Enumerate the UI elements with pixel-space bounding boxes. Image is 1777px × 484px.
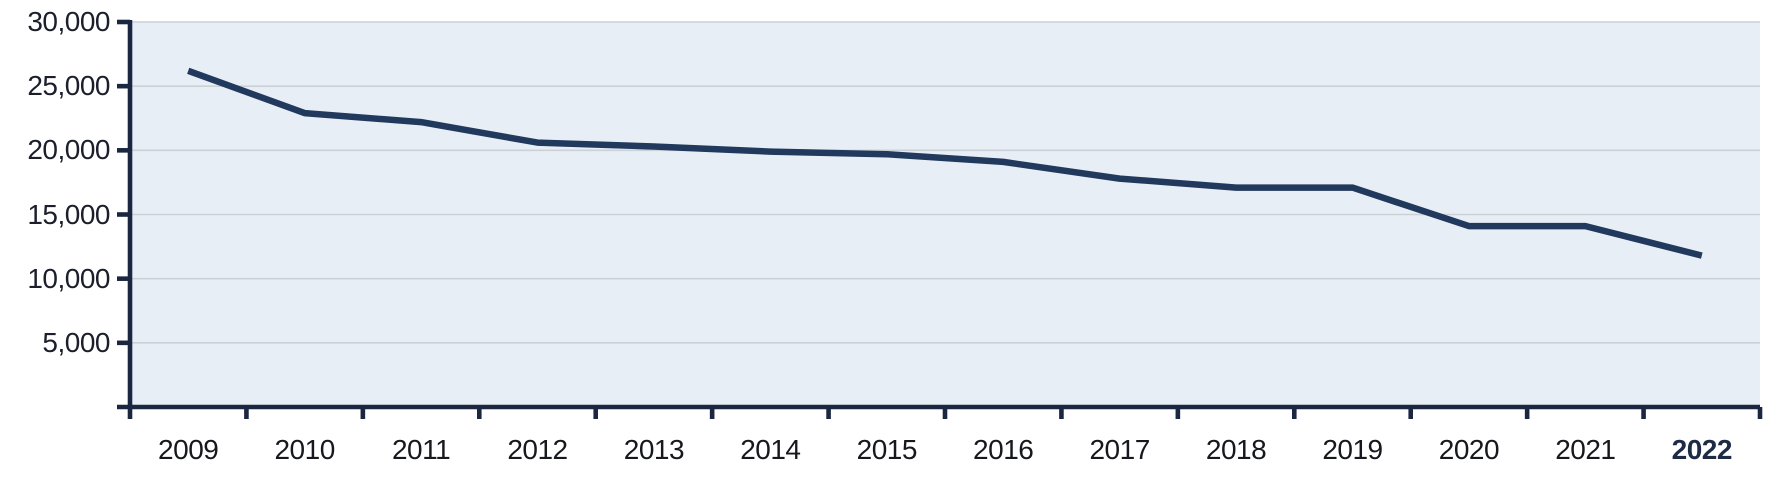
y-tick-label: 25,000 (27, 70, 110, 102)
x-tick-label: 2020 (1438, 434, 1500, 465)
y-tick-label: 15,000 (27, 198, 110, 230)
x-tick-label: 2015 (856, 434, 918, 465)
x-tick-label: 2014 (740, 434, 801, 465)
x-tick-label: 2013 (623, 434, 685, 465)
x-tick-label: 2021 (1555, 434, 1616, 465)
x-tick-label: 2018 (1205, 434, 1267, 465)
x-tick-label-highlighted: 2022 (1671, 434, 1733, 465)
x-tick-label: 2009 (158, 434, 219, 465)
y-tick-label: 30,000 (27, 6, 110, 37)
x-tick-label: 2017 (1089, 434, 1150, 465)
x-tick-label: 2016 (973, 434, 1034, 465)
y-tick-label: 10,000 (27, 262, 110, 294)
x-tick-label: 2010 (274, 434, 335, 465)
y-tick-label: 5,000 (42, 326, 110, 358)
x-tick-label: 2011 (391, 434, 451, 465)
x-tick-label: 2012 (507, 434, 568, 465)
x-tick-label: 2019 (1322, 434, 1383, 465)
y-tick-label: 20,000 (27, 134, 110, 166)
